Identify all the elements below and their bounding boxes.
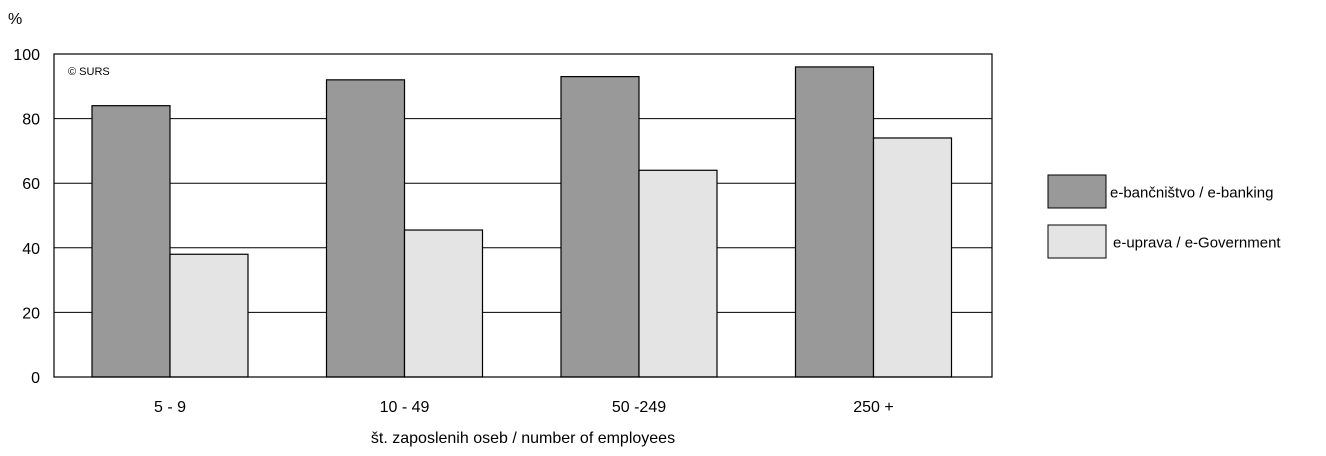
y-tick-label: 60	[22, 176, 40, 193]
bar-e-banking	[91, 105, 171, 378]
y-axis-ticks: 0 20 40 60 80 100	[13, 47, 40, 387]
bar-e-government	[872, 137, 953, 378]
x-tick-label: 50 -249	[612, 399, 666, 416]
legend: e-bančništvo / e-banking e-uprava / e-Gov…	[1047, 174, 1281, 259]
y-tick-label: 80	[22, 112, 40, 129]
legend-swatch	[1047, 224, 1107, 259]
legend-label: e-uprava / e-Government	[1113, 235, 1281, 252]
y-unit-label: %	[8, 11, 22, 28]
bar-e-banking	[794, 66, 875, 378]
plot-frame	[53, 53, 993, 378]
bar-e-government	[403, 229, 484, 378]
x-tick-label: 5 - 9	[154, 399, 186, 416]
bars	[91, 66, 953, 378]
x-axis-ticks: 5 - 9 10 - 49 50 -249 250 +	[154, 399, 894, 416]
watermark-label: © SURS	[68, 66, 110, 78]
x-tick-label: 250 +	[853, 399, 893, 416]
bar-e-government	[638, 169, 718, 378]
x-axis-title: št. zaposlenih oseb / number of employee…	[371, 430, 675, 447]
legend-swatch	[1047, 174, 1107, 209]
y-tick-label: 40	[22, 241, 40, 258]
bar-e-banking	[560, 76, 640, 378]
y-tick-label: 0	[31, 370, 40, 387]
bar-e-banking	[325, 79, 406, 378]
y-tick-label: 100	[13, 47, 40, 64]
y-tick-label: 20	[22, 305, 40, 322]
bar-e-government	[169, 253, 249, 378]
x-tick-label: 10 - 49	[380, 399, 430, 416]
legend-label: e-bančništvo / e-banking	[1110, 185, 1273, 202]
